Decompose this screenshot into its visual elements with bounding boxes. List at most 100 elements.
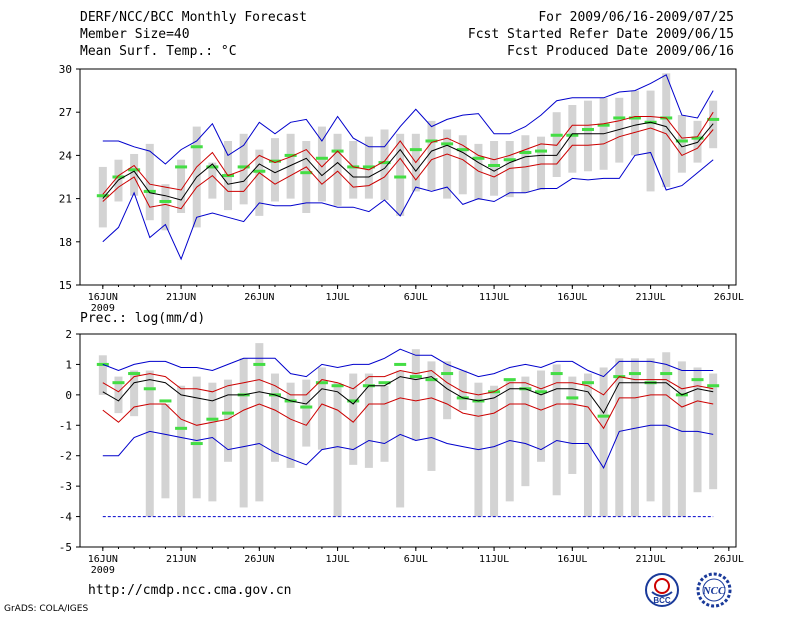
ensemble-box (662, 352, 671, 517)
ensemble-box (521, 135, 530, 193)
ensemble-box (208, 162, 217, 199)
x-tick-label: 26JUN (244, 554, 274, 565)
ensemble-box (177, 159, 186, 213)
ensemble-box (239, 358, 248, 508)
obs-marker (535, 149, 548, 153)
ensemble-box (505, 141, 514, 198)
ensemble-box (583, 373, 592, 517)
obs-marker (284, 153, 297, 157)
x-tick-label: 6JUL (404, 292, 428, 303)
x-tick-label: 6JUL (404, 554, 428, 565)
ensemble-box (255, 149, 264, 216)
ensemble-box (662, 73, 671, 188)
ensemble-box (130, 370, 139, 417)
variable-label: Mean Surf. Temp.: °C (80, 44, 237, 59)
x-tick-label: 16JUL (557, 292, 587, 303)
obs-marker (268, 159, 281, 163)
footer-url[interactable]: http://cmdp.ncc.cma.gov.cn (88, 583, 292, 598)
x-tick-label: 21JUL (636, 292, 666, 303)
obs-marker (112, 381, 125, 385)
obs-marker (300, 405, 313, 409)
obs-marker (331, 384, 344, 388)
x-year-label: 2009 (91, 565, 115, 576)
ensemble-box (333, 133, 342, 206)
y-tick-label: -4 (59, 511, 73, 524)
ensemble-box (114, 376, 123, 414)
series-line-max (102, 348, 714, 378)
ensemble-box (474, 143, 483, 201)
ensemble-box (427, 361, 436, 471)
ensemble-box (270, 138, 279, 202)
ensemble-box (224, 379, 233, 462)
y-tick-label: 18 (59, 236, 72, 249)
obs-marker (597, 123, 610, 127)
obs-marker (456, 148, 469, 152)
obs-marker (628, 372, 641, 376)
ensemble-box (145, 370, 154, 517)
obs-marker (441, 372, 454, 376)
y-tick-label: -5 (59, 541, 72, 554)
forecast-title: DERF/NCC/BCC Monthly Forecast (80, 10, 307, 25)
y-tick-label: -3 (59, 480, 72, 493)
ensemble-box (646, 90, 655, 192)
x-tick-label: 21JUN (166, 292, 196, 303)
series-line-min (102, 424, 714, 469)
y-tick-label: 21 (59, 193, 72, 206)
obs-marker (362, 165, 375, 169)
obs-marker (394, 175, 407, 179)
ensemble-box (192, 376, 201, 499)
obs-marker (175, 165, 188, 169)
y-tick-label: 2 (65, 328, 72, 341)
ensemble-box (693, 367, 702, 493)
obs-marker (628, 116, 641, 120)
ensemble-box (396, 133, 405, 216)
ensemble-box (208, 382, 217, 502)
obs-marker (550, 133, 563, 137)
series-line-upper (102, 369, 714, 396)
x-tick-label: 11JUL (479, 292, 509, 303)
y-tick-label: 24 (59, 149, 73, 162)
ensemble-box (411, 349, 420, 441)
ensemble-box (177, 385, 186, 517)
ensemble-box (364, 373, 373, 468)
obs-marker (96, 194, 109, 198)
ensemble-box (333, 382, 342, 517)
obs-marker (597, 414, 610, 418)
ensemble-box (317, 126, 326, 202)
ensemble-box (537, 136, 546, 190)
x-tick-label: 21JUN (166, 554, 196, 565)
ensemble-box (161, 403, 170, 499)
ensemble-box (552, 364, 561, 496)
series-line-upper (102, 111, 714, 195)
obs-marker (190, 145, 203, 149)
obs-marker (315, 381, 328, 385)
bcc-logo: BCC (645, 573, 679, 607)
obs-marker (253, 169, 266, 173)
obs-marker (112, 175, 125, 179)
obs-marker (300, 171, 313, 175)
obs-marker (566, 133, 579, 137)
bcc-logo-text: BCC (653, 596, 671, 605)
ensemble-box (458, 370, 467, 411)
obs-marker (707, 384, 720, 388)
forecast-period: For 2009/06/16-2009/07/25 (538, 10, 734, 25)
ncc-logo: NCC (696, 572, 732, 608)
y-tick-label: 1 (65, 358, 72, 371)
ncc-logo-text: NCC (702, 585, 726, 597)
ensemble-box (630, 358, 639, 517)
header-right: For 2009/06/16-2009/07/25 Fcst Started R… (468, 9, 734, 60)
plot-frame (79, 333, 737, 548)
ensemble-box (568, 105, 577, 173)
obs-marker (347, 399, 360, 403)
series-line-lower (102, 394, 714, 430)
ensemble-box (98, 355, 107, 395)
ensemble-box (130, 153, 139, 196)
obs-marker (691, 136, 704, 140)
obs-marker (581, 381, 594, 385)
plot-frame (79, 68, 737, 286)
obs-marker (253, 362, 266, 366)
ensemble-box (677, 361, 686, 517)
ensemble-box (490, 141, 499, 196)
obs-marker (190, 442, 203, 446)
x-tick-label: 11JUL (479, 554, 509, 565)
